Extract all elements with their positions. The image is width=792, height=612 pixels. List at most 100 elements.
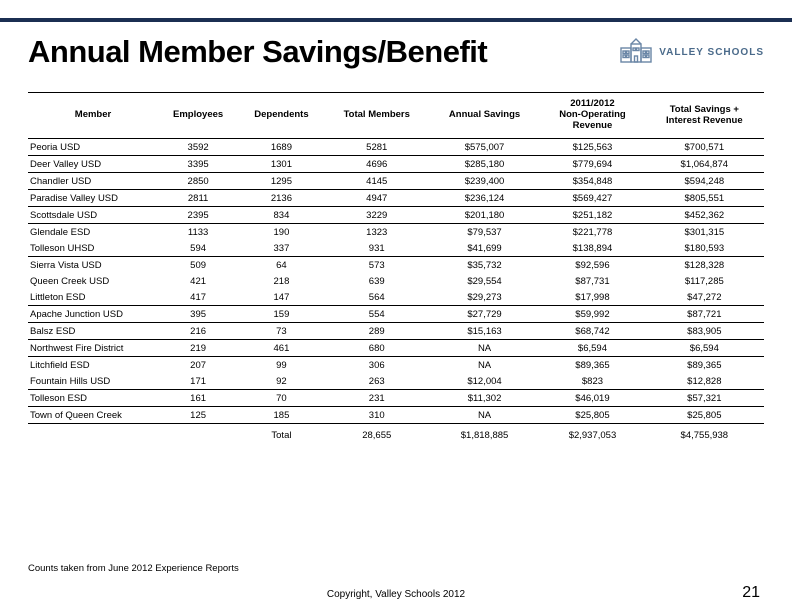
table-row: Littleton ESD417147564$29,273$17,998$47,…	[28, 289, 764, 306]
value-cell: $41,699	[429, 240, 540, 257]
value-cell: $83,905	[645, 323, 764, 340]
value-cell: 218	[238, 273, 324, 289]
header: Annual Member Savings/Benefit VALLEY SCH…	[28, 34, 764, 70]
value-cell: $180,593	[645, 240, 764, 257]
table-row: Chandler USD285012954145$239,400$354,848…	[28, 173, 764, 190]
value-cell: 2811	[158, 190, 238, 207]
value-cell: 1323	[325, 224, 429, 241]
value-cell: $15,163	[429, 323, 540, 340]
value-cell: $29,273	[429, 289, 540, 306]
footnote: Counts taken from June 2012 Experience R…	[28, 563, 239, 574]
value-cell: $17,998	[540, 289, 644, 306]
column-header: Employees	[158, 93, 238, 139]
table-row: Fountain Hills USD17192263$12,004$823$12…	[28, 373, 764, 390]
school-building-icon	[619, 36, 653, 69]
value-cell: 395	[158, 306, 238, 323]
member-cell: Queen Creek USD	[28, 273, 158, 289]
value-cell: $6,594	[540, 340, 644, 357]
value-cell: 4947	[325, 190, 429, 207]
value-cell: 231	[325, 390, 429, 407]
member-cell: Tolleson ESD	[28, 390, 158, 407]
value-cell: $700,571	[645, 139, 764, 156]
value-cell: 185	[238, 407, 324, 424]
table-row: Tolleson UHSD594337931$41,699$138,894$18…	[28, 240, 764, 257]
value-cell: $354,848	[540, 173, 644, 190]
value-cell: $12,004	[429, 373, 540, 390]
member-cell: Chandler USD	[28, 173, 158, 190]
table-row: Deer Valley USD339513014696$285,180$779,…	[28, 156, 764, 173]
value-cell: $68,742	[540, 323, 644, 340]
table-row: Sierra Vista USD50964573$35,732$92,596$1…	[28, 257, 764, 274]
table-row: Scottsdale USD23958343229$201,180$251,18…	[28, 207, 764, 224]
value-cell: 417	[158, 289, 238, 306]
value-cell: 125	[158, 407, 238, 424]
value-cell: 421	[158, 273, 238, 289]
value-cell: $79,537	[429, 224, 540, 241]
table-row: Peoria USD359216895281$575,007$125,563$7…	[28, 139, 764, 156]
table-row: Litchfield ESD20799306NA$89,365$89,365	[28, 357, 764, 374]
member-cell: Sierra Vista USD	[28, 257, 158, 274]
member-cell: Apache Junction USD	[28, 306, 158, 323]
value-cell: $805,551	[645, 190, 764, 207]
table-row: Town of Queen Creek125185310NA$25,805$25…	[28, 407, 764, 424]
value-cell: 310	[325, 407, 429, 424]
member-cell: Litchfield ESD	[28, 357, 158, 374]
value-cell: 216	[158, 323, 238, 340]
member-cell: Scottsdale USD	[28, 207, 158, 224]
value-cell: $125,563	[540, 139, 644, 156]
totals-row: Total28,655$1,818,885$2,937,053$4,755,93…	[28, 424, 764, 444]
value-cell: 2136	[238, 190, 324, 207]
member-cell: Glendale ESD	[28, 224, 158, 241]
total-value: $1,818,885	[429, 424, 540, 444]
value-cell: $128,328	[645, 257, 764, 274]
value-cell: 2850	[158, 173, 238, 190]
value-cell: $12,828	[645, 373, 764, 390]
member-cell: Town of Queen Creek	[28, 407, 158, 424]
value-cell: 834	[238, 207, 324, 224]
savings-table-container: MemberEmployeesDependentsTotal MembersAn…	[28, 92, 764, 444]
copyright: Copyright, Valley Schools 2012	[0, 589, 792, 600]
value-cell: 594	[158, 240, 238, 257]
value-cell: $201,180	[429, 207, 540, 224]
value-cell: 92	[238, 373, 324, 390]
value-cell: 931	[325, 240, 429, 257]
top-rule	[0, 18, 792, 22]
total-label: Total	[238, 424, 324, 444]
value-cell: $452,362	[645, 207, 764, 224]
value-cell: $236,124	[429, 190, 540, 207]
value-cell: $46,019	[540, 390, 644, 407]
value-cell: $594,248	[645, 173, 764, 190]
value-cell: $138,894	[540, 240, 644, 257]
table-row: Apache Junction USD395159554$27,729$59,9…	[28, 306, 764, 323]
value-cell: 219	[158, 340, 238, 357]
total-value: $4,755,938	[645, 424, 764, 444]
page-number: 21	[742, 584, 760, 602]
value-cell: 64	[238, 257, 324, 274]
value-cell: $87,731	[540, 273, 644, 289]
value-cell: 306	[325, 357, 429, 374]
logo-text: VALLEY SCHOOLS	[659, 47, 764, 58]
value-cell: 99	[238, 357, 324, 374]
member-cell: Peoria USD	[28, 139, 158, 156]
table-row: Queen Creek USD421218639$29,554$87,731$1…	[28, 273, 764, 289]
value-cell: 70	[238, 390, 324, 407]
value-cell: $47,272	[645, 289, 764, 306]
value-cell: $575,007	[429, 139, 540, 156]
value-cell: $25,805	[645, 407, 764, 424]
total-value	[28, 424, 158, 444]
table-row: Tolleson ESD16170231$11,302$46,019$57,32…	[28, 390, 764, 407]
table-row: Glendale ESD11331901323$79,537$221,778$3…	[28, 224, 764, 241]
value-cell: 509	[158, 257, 238, 274]
value-cell: $221,778	[540, 224, 644, 241]
value-cell: $1,064,874	[645, 156, 764, 173]
savings-table: MemberEmployeesDependentsTotal MembersAn…	[28, 92, 764, 444]
value-cell: 207	[158, 357, 238, 374]
member-cell: Deer Valley USD	[28, 156, 158, 173]
value-cell: 5281	[325, 139, 429, 156]
value-cell: 1689	[238, 139, 324, 156]
value-cell: $89,365	[540, 357, 644, 374]
value-cell: 4145	[325, 173, 429, 190]
table-row: Balsz ESD21673289$15,163$68,742$83,905	[28, 323, 764, 340]
value-cell: NA	[429, 357, 540, 374]
member-cell: Littleton ESD	[28, 289, 158, 306]
